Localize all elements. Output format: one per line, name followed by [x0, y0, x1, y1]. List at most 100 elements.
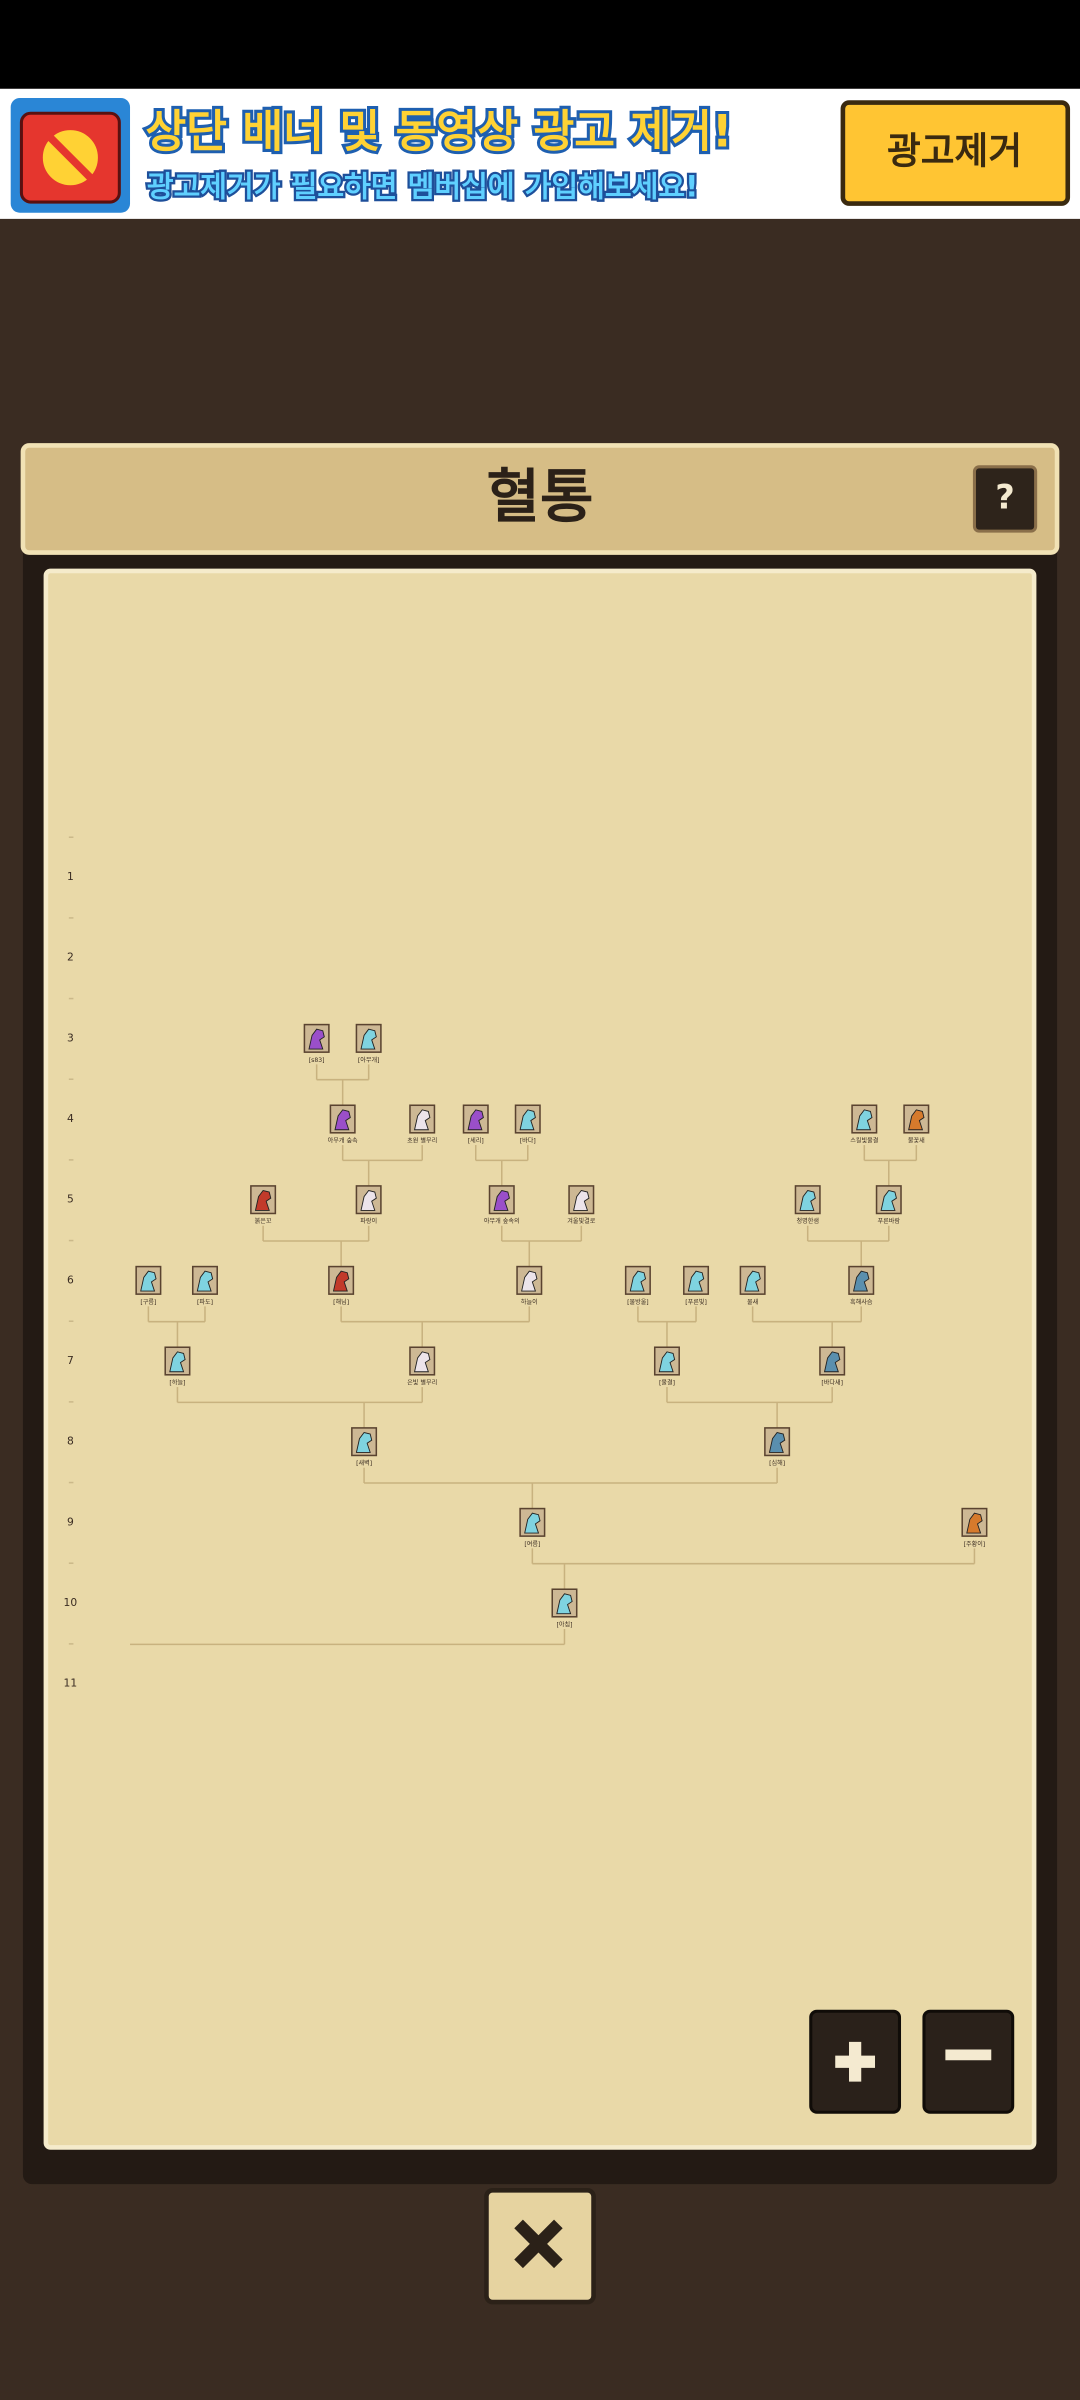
- generation-label: 10: [64, 1596, 78, 1609]
- node-sprite: [966, 1512, 983, 1534]
- lineage-node[interactable]: 흑해사슴: [848, 1265, 875, 1306]
- lineage-node[interactable]: 아무개 숲속의: [484, 1185, 520, 1225]
- node-sprite: [823, 1351, 841, 1373]
- lineage-node[interactable]: 아무개 숲속: [328, 1104, 358, 1144]
- lineage-node[interactable]: [아무개]: [355, 1023, 382, 1064]
- node-sprite: [360, 1028, 377, 1050]
- node-label: 은빛 별무리: [407, 1378, 437, 1386]
- node-sprite: [413, 1109, 431, 1131]
- node-label: 파랑이: [360, 1217, 377, 1225]
- node-sprite: [524, 1512, 541, 1534]
- node-sprite: [744, 1270, 761, 1292]
- node-label: [아무개]: [358, 1056, 380, 1064]
- panel-title: 혈통: [487, 463, 594, 531]
- lineage-node[interactable]: [세리]: [462, 1104, 489, 1144]
- lineage-node[interactable]: 청명한샘: [794, 1185, 821, 1225]
- node-label: [바다새]: [821, 1378, 843, 1386]
- node-label: [구름]: [140, 1299, 156, 1306]
- node-label: 불꽃새: [908, 1136, 925, 1144]
- generation-label: 3: [67, 1031, 74, 1044]
- lineage-node[interactable]: [푸른빛]: [683, 1265, 710, 1306]
- node-label: [심해]: [769, 1459, 785, 1467]
- generation-label: 7: [67, 1354, 74, 1367]
- node-sprite: [908, 1109, 925, 1131]
- node-sprite: [658, 1351, 676, 1373]
- zoom-out-background[interactable]: [922, 2009, 1015, 2114]
- lineage-node[interactable]: 초원 별무리: [407, 1104, 437, 1144]
- node-sprite: [308, 1028, 325, 1050]
- lineage-node[interactable]: [구름]: [135, 1265, 162, 1306]
- help-label[interactable]: ?: [995, 477, 1015, 516]
- close-button[interactable]: [484, 2188, 596, 2305]
- lineage-node[interactable]: 붉은꼬: [250, 1185, 277, 1225]
- generation-label: 11: [64, 1677, 78, 1690]
- lineage-node[interactable]: 겨울빛결로: [567, 1185, 596, 1225]
- ad-banner[interactable]: 상단 배너 및 동영상 광고 제거! 광고제거가 필요하면 멤버십에 가입해보세…: [0, 88, 1080, 219]
- lineage-node[interactable]: [해님]: [328, 1265, 355, 1306]
- node-sprite: [768, 1431, 786, 1453]
- ad-button-label[interactable]: 광고제거: [887, 130, 1022, 173]
- help-button[interactable]: [972, 465, 1038, 533]
- zoom-out-button[interactable]: [922, 2009, 1015, 2114]
- node-label: [새벽]: [356, 1459, 372, 1467]
- lineage-node[interactable]: 스킬빛물결: [850, 1104, 879, 1144]
- zoom-in-icon: [835, 2041, 876, 2082]
- ad-icon-slash: [46, 133, 95, 182]
- node-label: [파도]: [197, 1298, 213, 1306]
- node-sprite: [556, 1593, 573, 1615]
- lineage-node[interactable]: [s83]: [303, 1023, 330, 1064]
- lineage-tree: 1 2 3 4 5 6 7 8 9 10 11 [s83] [아무개] 아무개 숲속 초원 별무리 [세리] […: [64, 836, 988, 1690]
- node-sprite: [853, 1270, 870, 1292]
- node-sprite: [332, 1270, 350, 1292]
- node-sprite: [140, 1270, 157, 1292]
- panel-header: [20, 443, 1060, 555]
- node-label: 물새: [747, 1298, 758, 1306]
- ad-button[interactable]: [840, 100, 1071, 206]
- zoom-in-button[interactable]: [809, 2009, 902, 2114]
- node-label: [s83]: [309, 1057, 325, 1064]
- node-sprite: [521, 1270, 538, 1292]
- generation-label: 4: [67, 1112, 74, 1125]
- lineage-node[interactable]: [바다새]: [819, 1346, 846, 1386]
- node-label: [세리]: [468, 1136, 484, 1144]
- node-sprite: [493, 1189, 510, 1211]
- lineage-node[interactable]: [새벽]: [351, 1427, 378, 1467]
- zoom-out-icon: [945, 2049, 992, 2061]
- generation-label: 6: [67, 1273, 74, 1286]
- lineage-node[interactable]: 하늘이: [516, 1265, 543, 1306]
- node-sprite: [880, 1189, 897, 1211]
- node-label: [바다]: [520, 1136, 536, 1144]
- lineage-node[interactable]: 물새: [739, 1265, 766, 1306]
- generation-label: 2: [67, 951, 74, 964]
- lineage-node[interactable]: [심해]: [764, 1427, 791, 1467]
- lineage-node[interactable]: [물결]: [653, 1346, 680, 1386]
- node-label: [하늘]: [169, 1378, 185, 1386]
- lineage-node[interactable]: 불꽃새: [903, 1104, 930, 1144]
- lineage-node[interactable]: [파도]: [191, 1265, 218, 1306]
- lineage-node[interactable]: 은빛 별무리: [407, 1346, 437, 1386]
- node-label: [물방울]: [627, 1298, 649, 1306]
- node-sprite: [687, 1270, 705, 1292]
- node-sprite: [334, 1109, 351, 1131]
- node-label: 붉은꼬: [255, 1217, 272, 1225]
- lineage-node[interactable]: 푸른바람: [875, 1185, 902, 1225]
- lineage-node[interactable]: [여름]: [519, 1507, 546, 1548]
- generation-label: 9: [67, 1515, 74, 1528]
- node-sprite: [856, 1109, 873, 1131]
- generation-label: 1: [67, 870, 74, 883]
- lineage-node[interactable]: [물방울]: [624, 1265, 651, 1306]
- lineage-node[interactable]: [하늘]: [164, 1346, 191, 1386]
- lineage-node[interactable]: 파랑이: [355, 1185, 382, 1225]
- lineage-node[interactable]: [주황이]: [961, 1507, 988, 1548]
- node-label: 청명한샘: [796, 1217, 818, 1225]
- tree-paper: [43, 568, 1037, 2150]
- node-label: [여름]: [524, 1540, 540, 1548]
- node-label: 푸른바람: [878, 1217, 901, 1225]
- lineage-node[interactable]: [바다]: [514, 1104, 541, 1144]
- status-bar: [0, 0, 1080, 89]
- ad-headline: 상단 배너 및 동영상 광고 제거!: [145, 107, 732, 158]
- node-label: 초원 별무리: [407, 1136, 437, 1144]
- lineage-node[interactable]: [아침]: [551, 1588, 578, 1628]
